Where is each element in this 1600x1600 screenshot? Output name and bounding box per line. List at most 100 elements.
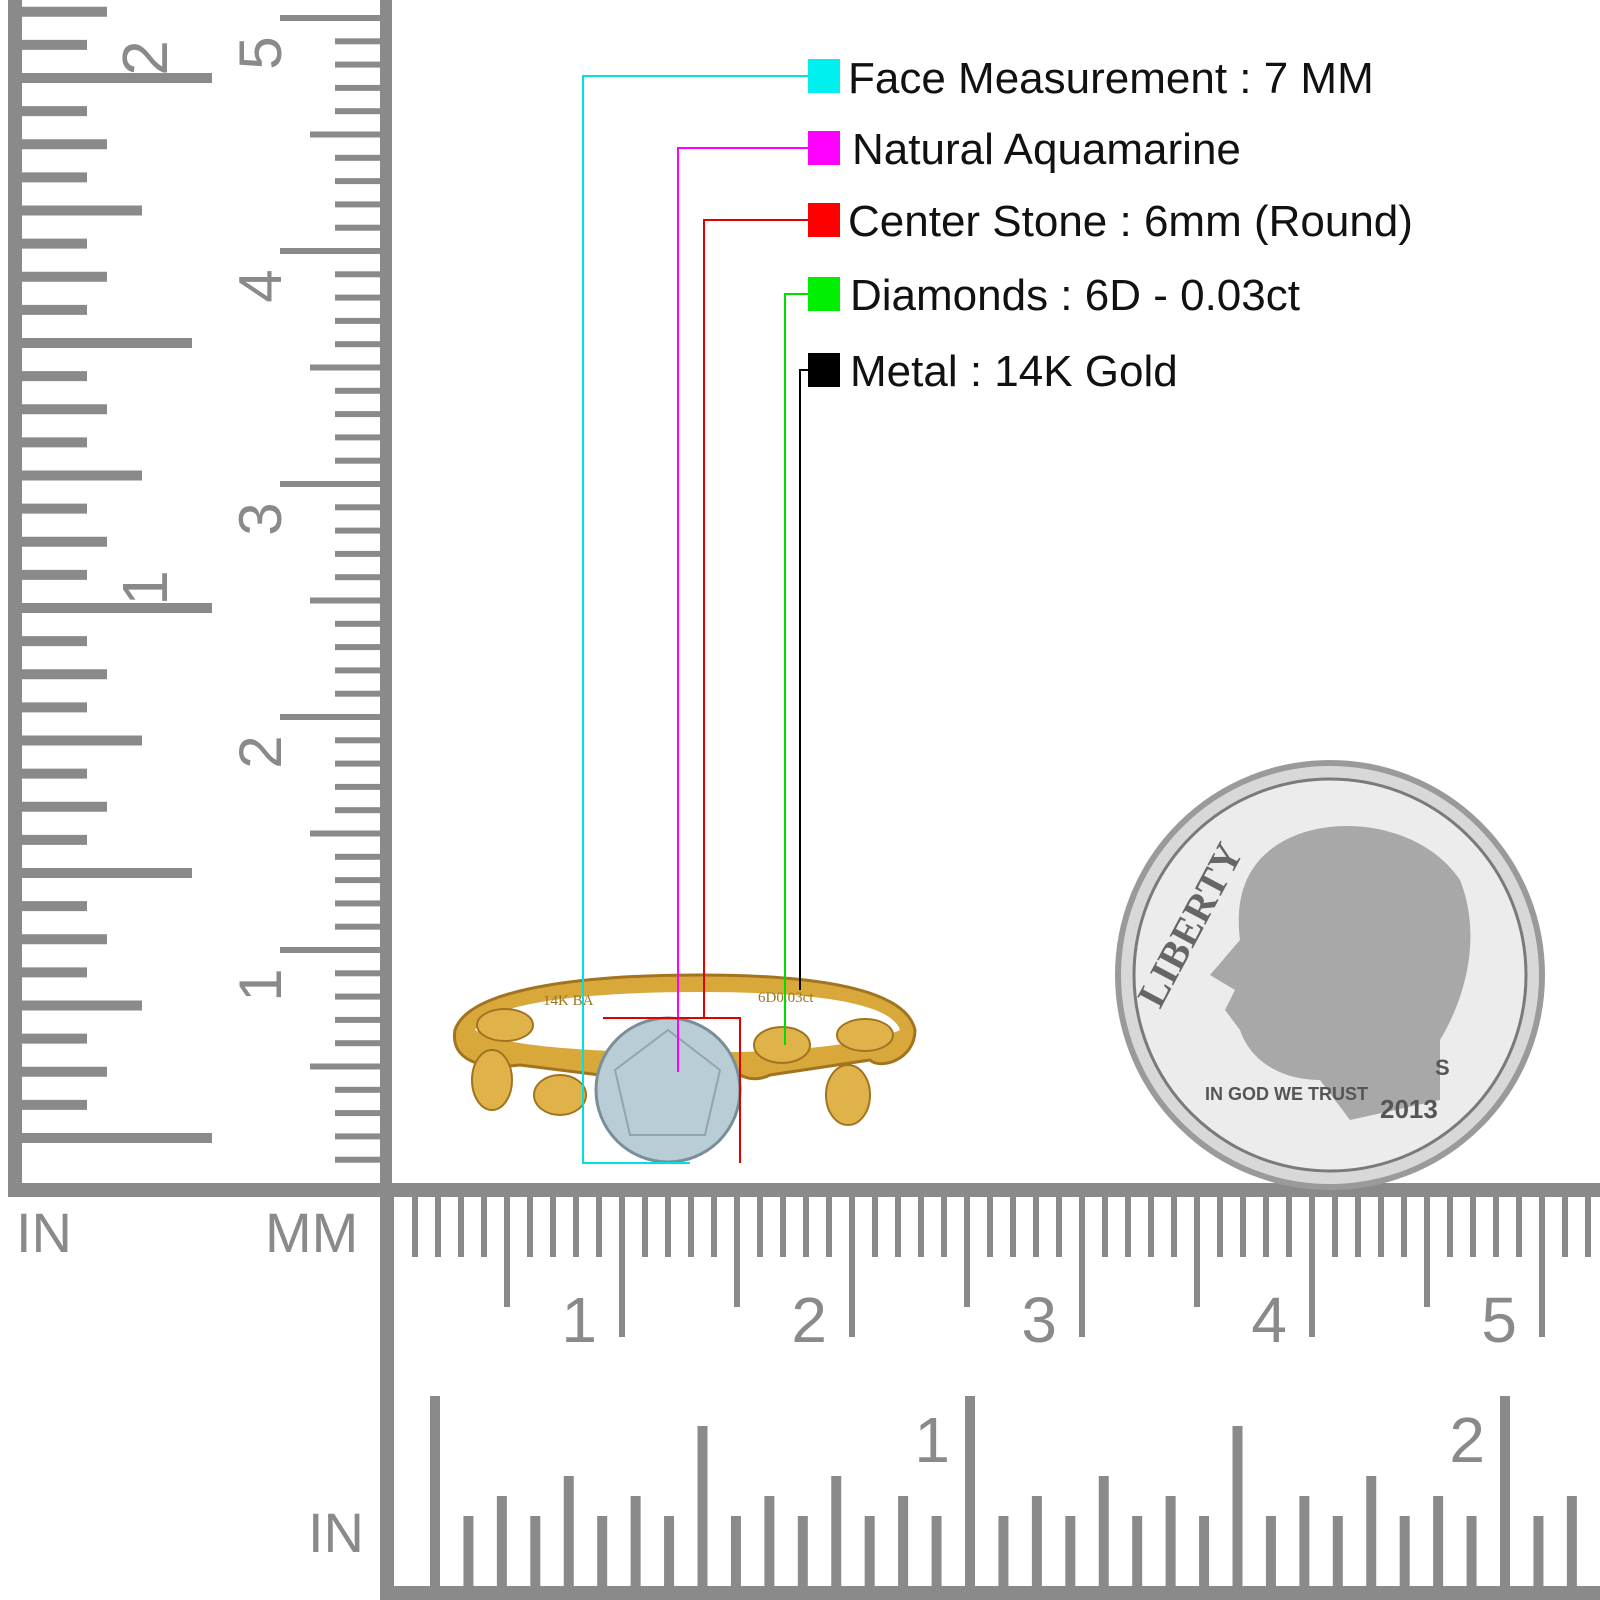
vertical-inch-tick — [22, 371, 87, 382]
horizontal-mm-tick — [1010, 1197, 1016, 1257]
horizontal-inch-tick — [730, 1516, 741, 1586]
vertical-mm-tick — [335, 644, 380, 651]
horizontal-mm-tick — [1079, 1197, 1085, 1337]
horizontal-inch-tick — [831, 1476, 842, 1586]
vertical-mm-tick — [310, 364, 380, 371]
vertical-inch-tick — [22, 636, 87, 647]
horizontal-mm-tick — [1056, 1197, 1062, 1257]
horizontal-mm-tick — [527, 1197, 533, 1257]
swatch-face — [808, 59, 840, 93]
legend-swatches — [808, 59, 840, 387]
horizontal-mm-tick — [1217, 1197, 1223, 1257]
vertical-inch-tick — [22, 73, 212, 83]
vertical-cm-label: 5 — [227, 36, 294, 69]
vertical-mm-tick — [335, 504, 380, 511]
center-stone-bracket — [603, 1017, 741, 1163]
horizontal-inch-tick — [630, 1496, 641, 1586]
horizontal-inch-tick — [1132, 1516, 1143, 1586]
horizontal-mm-tick — [1470, 1197, 1476, 1257]
vertical-inch-tick — [22, 1066, 107, 1077]
vertical-inch-tick — [22, 1133, 212, 1143]
horizontal-inch-tick — [1533, 1516, 1544, 1586]
vertical-mm-tick — [335, 877, 380, 884]
legend-face-measurement: Face Measurement : 7 MM — [848, 54, 1374, 103]
horizontal-mm-tick — [688, 1197, 694, 1257]
bottom-in-label: IN — [308, 1501, 364, 1564]
dime-coin: LIBERTY IN GOD WE TRUST 2013 S — [1115, 760, 1545, 1190]
horizontal-mm-tick — [1539, 1197, 1545, 1337]
horizontal-mm-tick — [550, 1197, 556, 1257]
swatch-aquamarine — [808, 131, 840, 165]
vertical-inch-tick — [22, 503, 87, 514]
horizontal-mm-tick — [642, 1197, 648, 1257]
leader-lines — [582, 75, 808, 1164]
vertical-mm-tick — [335, 224, 380, 231]
horizontal-mm-tick — [1562, 1197, 1568, 1257]
vertical-mm-tick — [335, 783, 380, 790]
vertical-mm-tick — [280, 15, 380, 21]
horizontal-mm-tick — [504, 1197, 510, 1307]
vertical-mm-tick — [280, 481, 380, 487]
horizontal-inch-tick — [530, 1516, 541, 1586]
horizontal-mm-tick — [941, 1197, 947, 1257]
left-in-label: IN — [16, 1201, 72, 1264]
horizontal-inch-tick — [1366, 1476, 1377, 1586]
vertical-inch-tick — [22, 39, 87, 50]
horizontal-mm-tick — [458, 1197, 464, 1257]
engraving-left: 14K BA — [543, 993, 594, 1009]
vertical-mm-tick — [335, 434, 380, 441]
horizontal-mm-tick — [1309, 1197, 1315, 1337]
vertical-inch-tick — [22, 338, 192, 348]
vertical-mm-tick — [335, 154, 380, 161]
vertical-inch-tick — [22, 304, 87, 315]
legend-metal: Metal : 14K Gold — [850, 347, 1178, 396]
horizontal-inch-tick — [965, 1396, 975, 1586]
vertical-inch-label: 2 — [109, 40, 181, 76]
horizontal-mm-tick — [1033, 1197, 1039, 1257]
swatch-center-stone — [808, 203, 840, 237]
horizontal-mm-tick — [596, 1197, 602, 1257]
vertical-mm-tick — [335, 38, 380, 45]
horizontal-inch-tick — [1500, 1396, 1510, 1586]
horizontal-mm-tick — [435, 1197, 441, 1257]
vertical-mm-tick — [335, 690, 380, 697]
ring-image: 14K BA 6D0.03ct — [452, 973, 917, 1164]
vertical-inch-tick — [22, 901, 87, 912]
horizontal-inch-tick — [1399, 1516, 1410, 1586]
horizontal-mm-tick — [757, 1197, 763, 1257]
horizontal-mm-tick — [826, 1197, 832, 1257]
swatch-metal — [808, 353, 840, 387]
horizontal-inch-tick — [463, 1516, 474, 1586]
horizontal-inch-label: 1 — [914, 1404, 950, 1476]
horizontal-mm-tick — [1447, 1197, 1453, 1257]
vertical-mm-tick — [335, 1156, 380, 1163]
horizontal-mm-tick — [780, 1197, 786, 1257]
vertical-mm-tick — [335, 294, 380, 301]
vertical-inch-tick — [22, 139, 107, 150]
vertical-inch-tick — [22, 238, 87, 249]
horizontal-inch-tick — [563, 1476, 574, 1586]
vertical-mm-tick — [335, 853, 380, 860]
vertical-inch-tick — [22, 172, 87, 183]
horizontal-cm-label: 4 — [1251, 1284, 1287, 1356]
horizontal-mm-tick — [1102, 1197, 1108, 1257]
vertical-mm-tick — [335, 1016, 380, 1023]
horizontal-mm-tick — [734, 1197, 740, 1307]
horizontal-inch-tick — [496, 1496, 507, 1586]
horizontal-mm-tick — [918, 1197, 924, 1257]
vertical-mm-tick — [280, 714, 380, 720]
horizontal-inch-tick — [1165, 1496, 1176, 1586]
horizontal-mm-tick — [665, 1197, 671, 1257]
vertical-mm-tick — [335, 1133, 380, 1140]
horizontal-inch-label: 2 — [1449, 1404, 1485, 1476]
vertical-mm-tick — [335, 574, 380, 581]
vertical-mm-tick — [335, 620, 380, 627]
horizontal-mm-tick — [619, 1197, 625, 1337]
horizontal-inch-tick — [764, 1496, 775, 1586]
vertical-mm-tick — [335, 271, 380, 278]
horizontal-mm-tick — [803, 1197, 809, 1257]
vertical-mm-tick — [280, 248, 380, 254]
vertical-inch-tick — [22, 6, 107, 17]
horizontal-inch-tick — [931, 1516, 942, 1586]
